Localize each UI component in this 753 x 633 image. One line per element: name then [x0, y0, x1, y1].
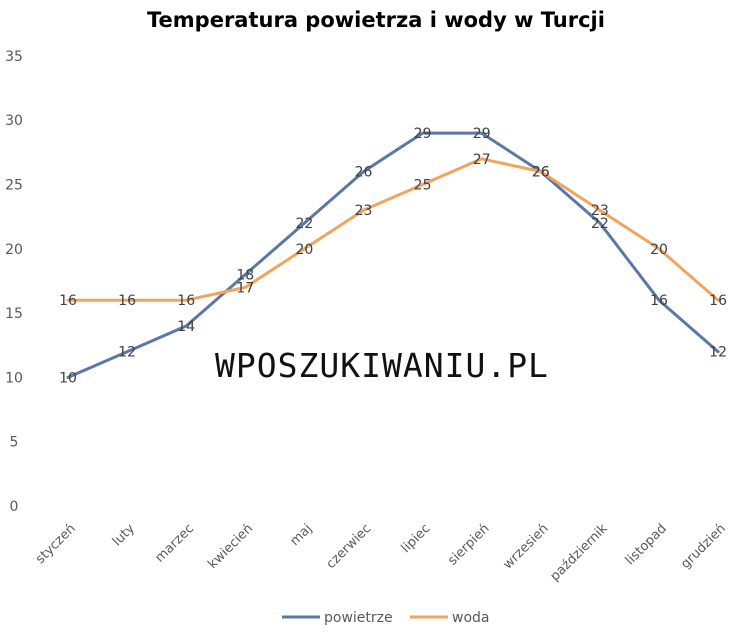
series-lines	[66, 131, 720, 379]
x-tick-label: styczeń	[33, 521, 79, 567]
x-tick-label: marzec	[153, 521, 198, 566]
y-tick-label: 35	[5, 49, 23, 65]
watermark: WPOSZUKIWANIU.PL	[215, 346, 549, 385]
data-label: 12	[118, 345, 136, 361]
y-tick-label: 20	[5, 242, 23, 258]
data-label: 16	[118, 293, 136, 309]
data-label: 23	[591, 203, 609, 219]
data-label: 20	[295, 242, 313, 258]
legend: powietrze woda	[282, 610, 489, 626]
data-label: 18	[236, 268, 254, 284]
data-label: 16	[59, 293, 77, 309]
x-tick-label: wrzesień	[500, 521, 551, 572]
x-tick-label: maj	[287, 521, 315, 549]
data-label: 26	[532, 165, 550, 181]
y-tick-label: 0	[10, 499, 19, 515]
x-axis: styczeń luty marzec kwiecień maj czerwiec lipi…	[33, 521, 729, 584]
x-tick-label: październik	[548, 521, 611, 584]
series-line-woda	[66, 157, 720, 302]
x-tick-label: kwiecień	[205, 521, 256, 572]
y-tick-label: 5	[10, 435, 19, 451]
data-label: 25	[414, 178, 432, 194]
data-label: 23	[355, 203, 373, 219]
legend-label: woda	[452, 610, 489, 626]
x-tick-label: lipiec	[399, 521, 434, 556]
x-tick-label: luty	[110, 521, 138, 549]
x-tick-label: grudzień	[678, 521, 729, 572]
data-label: 10	[59, 370, 77, 386]
legend-label: powietrze	[324, 610, 393, 626]
data-label: 27	[473, 152, 491, 168]
y-tick-label: 30	[5, 113, 23, 129]
series-line-powietrze	[66, 131, 720, 379]
data-label: 17	[236, 280, 254, 296]
data-label: 22	[591, 216, 609, 232]
data-label: 20	[650, 242, 668, 258]
data-label: 16	[709, 293, 727, 309]
data-labels: 10 12 14 18 22 26 29 29 26 22 16 12 16 16 16 17 20 23 25 27…	[59, 126, 727, 386]
y-tick-label: 10	[5, 370, 23, 386]
y-axis: 0 5 10 15 20 25 30 35	[5, 49, 23, 515]
x-tick-label: sierpień	[445, 521, 492, 568]
data-label: 14	[177, 319, 195, 335]
y-tick-label: 25	[5, 178, 23, 194]
data-label: 16	[177, 293, 195, 309]
data-label: 22	[295, 216, 313, 232]
x-tick-label: listopad	[623, 521, 670, 568]
data-label: 16	[650, 293, 668, 309]
data-label: 29	[414, 126, 432, 142]
data-label: 26	[355, 165, 373, 181]
data-label: 29	[473, 126, 491, 142]
data-label: 12	[709, 345, 727, 361]
x-tick-label: czerwiec	[324, 521, 375, 572]
chart-title: Temperatura powietrza i wody w Turcji	[147, 8, 605, 32]
data-label: 26	[532, 165, 550, 181]
y-tick-label: 15	[5, 306, 23, 322]
